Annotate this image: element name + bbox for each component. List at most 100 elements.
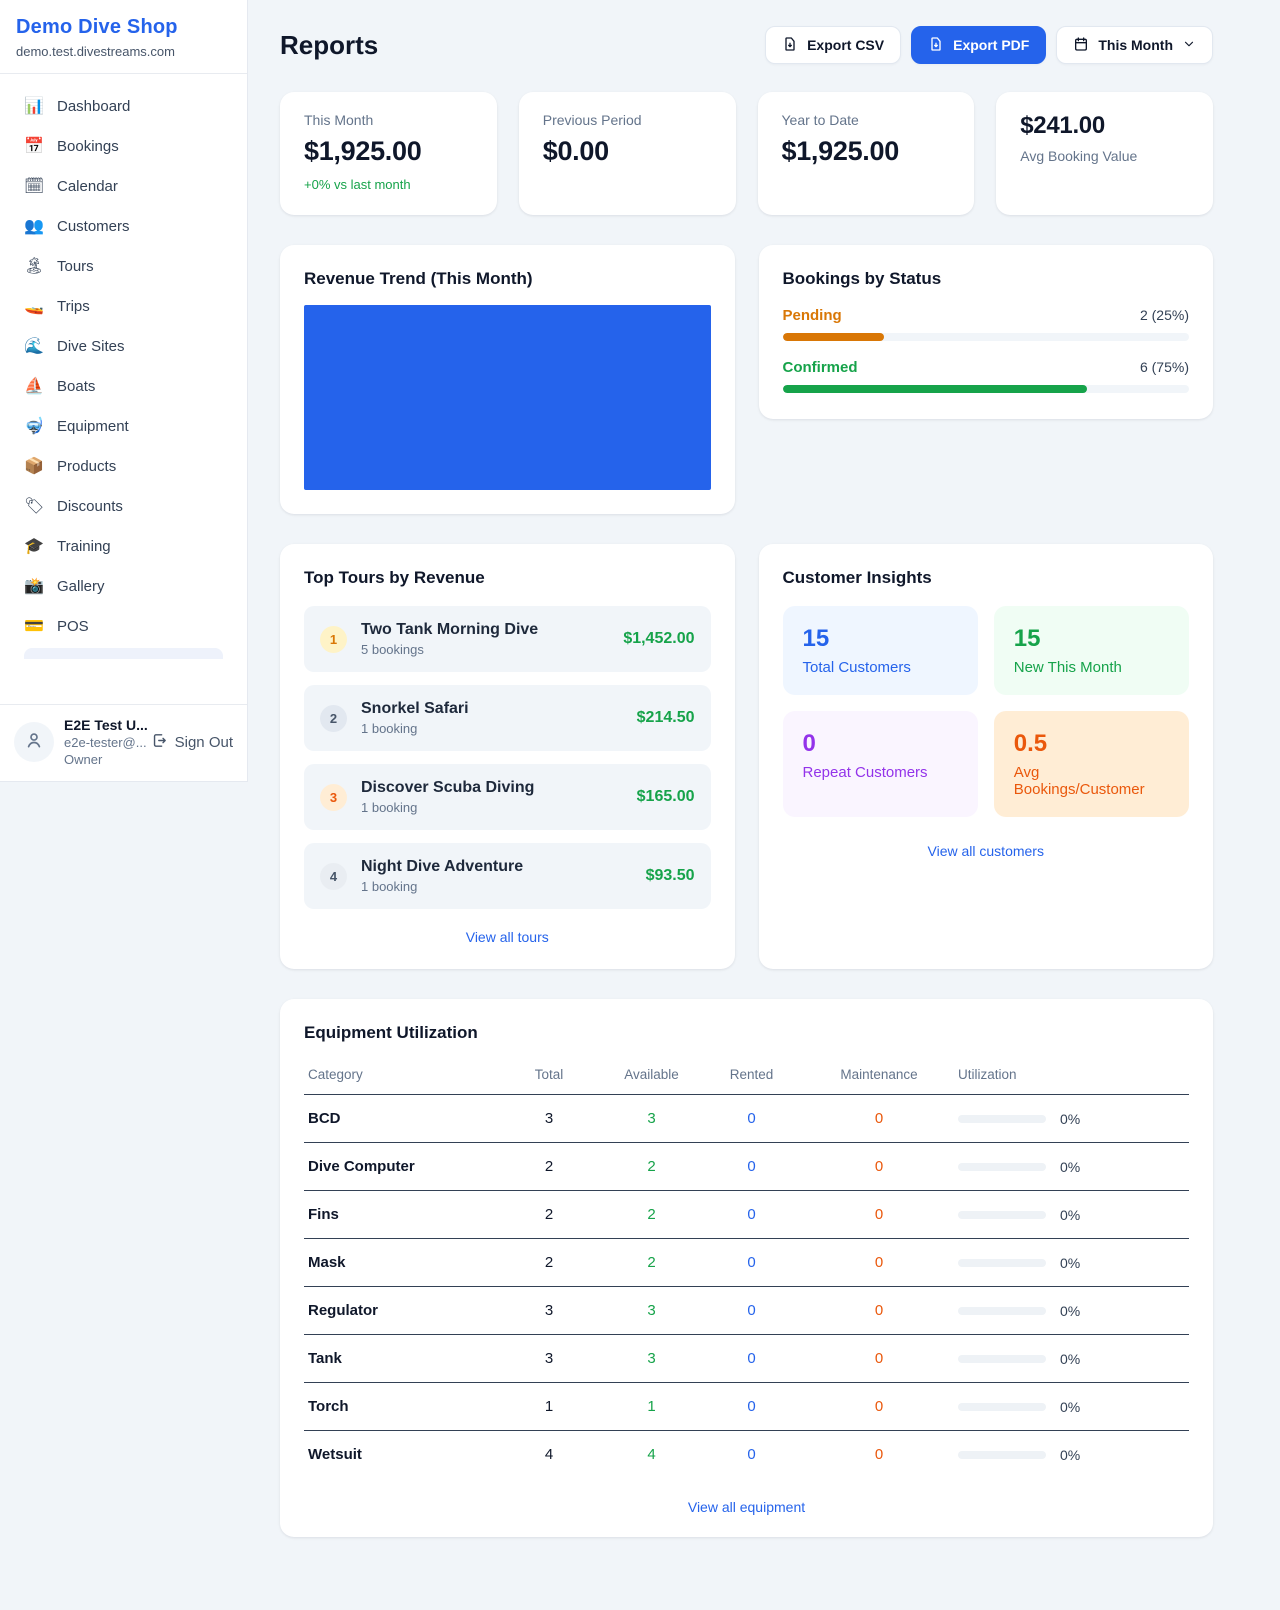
col-header-available: Available (604, 1059, 699, 1095)
sidebar-item-discounts[interactable]: 🏷 Discounts (12, 486, 235, 526)
sidebar-item-reports-partial[interactable] (24, 648, 223, 659)
period-dropdown[interactable]: This Month (1056, 26, 1213, 64)
customers-icon: 👥 (24, 218, 44, 235)
cell-maintenance: 0 (874, 1446, 884, 1464)
tile-value: 15 (802, 625, 830, 652)
cell-available: 4 (647, 1446, 656, 1464)
sidebar-item-bookings[interactable]: 📅 Bookings (12, 126, 235, 166)
sidebar-item-pos[interactable]: 💳 POS (12, 606, 235, 646)
utilization-bar (958, 1258, 1046, 1267)
avatar (14, 722, 54, 762)
sidebar-item-label: Calendar (57, 177, 118, 195)
tour-row[interactable]: 1 Two Tank Morning Dive 5 bookings $1,452… (304, 606, 711, 672)
utilization-percent: 0% (1060, 1398, 1081, 1415)
tour-name: Discover Scuba Diving (361, 779, 535, 796)
sidebar-item-label: Customers (57, 217, 130, 235)
dashboard-icon: 📊 (24, 98, 44, 115)
cell-total: 1 (494, 1382, 604, 1431)
person-icon (24, 730, 44, 755)
export-pdf-label: Export PDF (953, 37, 1030, 53)
sign-out-button[interactable]: Sign Out (151, 732, 233, 753)
stat-value: $1,925.00 (781, 136, 900, 166)
tour-revenue: $214.50 (636, 709, 695, 726)
tour-row[interactable]: 2 Snorkel Safari 1 booking $214.50 (304, 685, 711, 751)
equipment-table: Category Total Available Rented Maintena… (304, 1059, 1189, 1479)
sidebar-item-dive-sites[interactable]: 🌊 Dive Sites (12, 326, 235, 366)
rank-badge: 1 (320, 625, 347, 653)
brand-block: Demo Dive Shop demo.test.divestreams.com (0, 0, 247, 74)
rank-badge: 4 (320, 862, 347, 890)
cell-rented: 0 (699, 1094, 804, 1143)
cell-category: Wetsuit (308, 1446, 362, 1464)
tour-revenue: $165.00 (636, 788, 695, 805)
sidebar-nav: 📊 Dashboard 📅 Bookings 🗓 Calendar 👥 Customer… (0, 74, 247, 659)
revenue-trend-card: Revenue Trend (This Month) (280, 245, 735, 514)
export-csv-label: Export CSV (807, 37, 885, 53)
sidebar-item-training[interactable]: 🎓 Training (12, 526, 235, 566)
export-csv-button[interactable]: Export CSV (765, 26, 902, 64)
sidebar-item-label: Trips (57, 297, 90, 315)
status-count-pending: 2 (25%) (1139, 307, 1189, 323)
view-all-customers-link[interactable]: View all customers (927, 843, 1044, 859)
stat-value: $241.00 (1020, 112, 1105, 139)
status-count-confirmed: 6 (75%) (1139, 359, 1189, 375)
view-all-tours-link[interactable]: View all tours (465, 929, 549, 945)
sidebar-item-label: Dive Sites (57, 337, 125, 355)
sidebar-item-trips[interactable]: 🚤 Trips (12, 286, 235, 326)
utilization-bar (958, 1210, 1046, 1219)
rank-badge: 2 (320, 704, 347, 732)
stat-card-previous-period: Previous Period $0.00 (518, 92, 736, 215)
progress-track (782, 385, 1189, 393)
tour-row[interactable]: 4 Night Dive Adventure 1 booking $93.50 (304, 843, 711, 909)
utilization-bar (958, 1306, 1046, 1315)
user-role: Owner (64, 752, 103, 767)
stat-card-this-month: This Month $1,925.00 +0% vs last month (280, 92, 497, 215)
cell-maintenance: 0 (804, 1142, 954, 1191)
cell-category: Fins (304, 1190, 494, 1239)
tour-row[interactable]: 3 Discover Scuba Diving 1 booking $165.00 (304, 764, 711, 830)
period-label: This Month (1098, 37, 1173, 53)
sidebar-item-equipment[interactable]: 🤿 Equipment (12, 406, 235, 446)
col-header-total: Total (494, 1059, 604, 1095)
cell-maintenance: 0 (804, 1094, 954, 1143)
stat-card-year-to-date: Year to Date $1,925.00 (757, 92, 975, 215)
cell-category: Regulator (304, 1286, 494, 1335)
sidebar-item-label: Boats (57, 377, 96, 395)
col-header-utilization: Utilization (954, 1059, 1189, 1095)
sidebar-item-tours[interactable]: 🏝 Tours (12, 246, 235, 286)
sidebar-item-products[interactable]: 📦 Products (12, 446, 235, 486)
file-download-icon (782, 36, 798, 55)
calendar-icon (1073, 36, 1089, 55)
sidebar-item-boats[interactable]: ⛵ Boats (12, 366, 235, 406)
cell-rented: 0 (699, 1286, 804, 1335)
view-all-equipment-link[interactable]: View all equipment (687, 1498, 806, 1515)
diving-mask-icon: 🤿 (24, 418, 44, 435)
tile-total-customers: 15 Total Customers (782, 606, 978, 695)
cell-category: Torch (304, 1382, 494, 1431)
equipment-utilization-card: Equipment Utilization Category Total Ava… (280, 999, 1213, 1537)
island-icon: 🏝 (24, 258, 45, 275)
camera-icon: 📸 (24, 578, 44, 595)
stat-label: Previous Period (542, 112, 642, 128)
main-content: Reports Export CSV Export PDF This Month (248, 0, 1280, 1577)
sidebar: Demo Dive Shop demo.test.divestreams.com… (0, 0, 248, 782)
cell-maintenance: 0 (804, 1382, 954, 1431)
rank-badge: 3 (320, 783, 347, 811)
sidebar-item-dashboard[interactable]: 📊 Dashboard (12, 86, 235, 126)
utilization-bar (958, 1450, 1046, 1459)
sidebar-item-customers[interactable]: 👥 Customers (12, 206, 235, 246)
user-email: e2e-tester@... (64, 735, 147, 750)
graduation-cap-icon: 🎓 (24, 538, 44, 555)
tour-bookings: 1 booking (361, 800, 418, 815)
export-pdf-button[interactable]: Export PDF (911, 26, 1047, 64)
utilization-bar (958, 1402, 1046, 1411)
table-row: Dive Computer 2 2 0 0 0% (304, 1142, 1189, 1191)
revenue-trend-chart (304, 305, 711, 490)
sidebar-item-gallery[interactable]: 📸 Gallery (12, 566, 235, 606)
bookings-by-status-card: Bookings by Status Pending 2 (25%) Confi… (758, 245, 1213, 419)
cell-rented: 0 (699, 1382, 804, 1431)
stat-value: $0.00 (542, 136, 609, 166)
bookings-calendar-icon: 📅 (24, 138, 44, 155)
sidebar-item-calendar[interactable]: 🗓 Calendar (12, 166, 235, 206)
charts-row: Revenue Trend (This Month) Bookings by S… (280, 245, 1213, 514)
